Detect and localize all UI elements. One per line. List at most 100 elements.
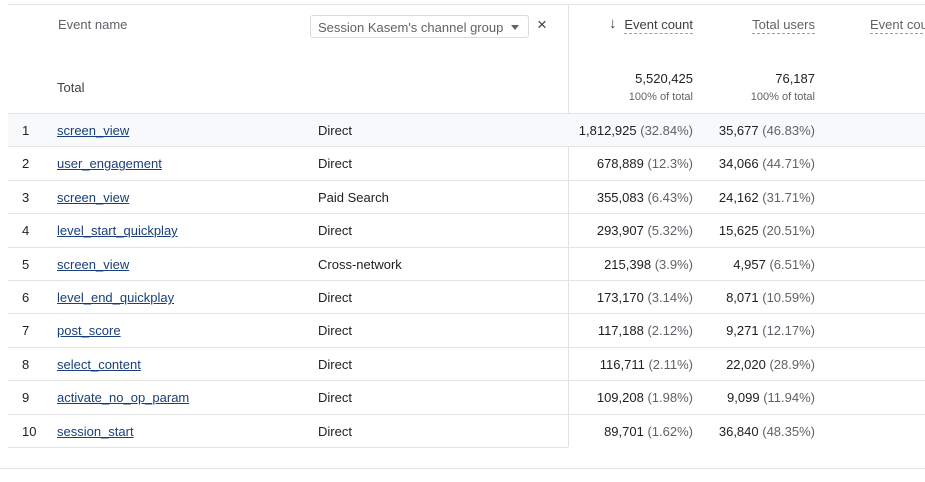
event-count-share: (2.12%) (647, 323, 693, 339)
column-header[interactable]: Total users (752, 17, 815, 34)
total-users-share: (44.71%) (762, 156, 815, 172)
row-index: 4 (22, 223, 30, 239)
event-count-share: (1.62%) (647, 423, 693, 439)
event-name-link[interactable]: screen_view (57, 189, 130, 205)
column-divider (568, 4, 569, 447)
event-count-cell: 215,398 (3.9%) (604, 257, 693, 272)
total-users-share: (12.17%) (762, 323, 815, 339)
table-row: 9 activate_no_op_param Direct 109,208 (1.98… (8, 380, 925, 414)
total-users-share: (6.51%) (769, 256, 815, 272)
event-count-share: (12.3%) (647, 156, 693, 172)
event-count: 215,398 (604, 256, 652, 272)
event-name-link[interactable]: screen_view (57, 256, 130, 272)
event-name-link[interactable]: screen_view (57, 123, 130, 138)
row-index: 2 (22, 156, 30, 172)
event-name-link[interactable]: user_engagement (57, 156, 162, 172)
row-bottom-border (8, 447, 568, 448)
column-header[interactable]: Event cou (870, 17, 925, 34)
total-users: 76,187 (775, 71, 815, 86)
event-count-cell: 116,711 (2.11%) (600, 357, 693, 372)
dropdown-label: Session Kasem's channel group (318, 20, 504, 35)
event-count-cell: 173,170 (3.14%) (597, 290, 693, 305)
total-users-cell: 4,957 (6.51%) (733, 257, 815, 272)
total-users-share: (46.83%) (762, 123, 815, 138)
row-index: 9 (22, 390, 30, 406)
event-count-cell: 117,188 (2.12%) (598, 323, 693, 338)
table-row: 6 level_end_quickplay Direct 173,170 (3.14%… (8, 280, 925, 314)
event-name-header[interactable]: Event name (58, 17, 128, 32)
event-count-share: (3.9%) (654, 256, 693, 272)
total-users-cell: 9,099 (11.94%) (727, 390, 815, 405)
table-row: 7 post_score Direct 117,188 (2.12%) 9,271 (1… (8, 313, 925, 347)
table-row: 5 screen_view Cross-network 215,398 (3.9%) 4… (8, 246, 925, 281)
total-users: 4,957 (733, 256, 766, 272)
event-name-link[interactable]: level_start_quickplay (57, 223, 178, 239)
table-row: 4 level_start_quickplay Direct 293,907 (5.3… (8, 213, 925, 247)
event-count-cell: 355,083 (6.43%) (597, 190, 693, 205)
channel-group: Direct (318, 323, 352, 339)
top-border (8, 4, 925, 5)
event-name-link[interactable]: level_end_quickplay (57, 290, 175, 305)
channel-group: Direct (318, 156, 352, 172)
event-name-link[interactable]: session_start (57, 423, 134, 439)
channel-group: Direct (318, 123, 352, 138)
event-count: 89,701 (604, 423, 644, 439)
total-event-count-share: 100% of total (628, 91, 693, 103)
row-index: 8 (22, 356, 30, 372)
total-users-share: (20.51%) (762, 223, 815, 239)
row-index: 7 (22, 323, 30, 339)
bottom-border (0, 468, 925, 469)
total-label: Total (57, 80, 85, 95)
row-index: 3 (22, 189, 30, 205)
total-users-cell: 15,625 (20.51%) (719, 223, 815, 238)
dropdown-caret (511, 25, 519, 30)
total-users: 24,162 (718, 189, 759, 205)
event-name-link[interactable]: post_score (57, 323, 121, 339)
channel-group: Direct (318, 223, 352, 239)
event-count: 117,188 (597, 323, 644, 339)
total-users: 9,099 (727, 390, 760, 406)
event-count-share: (2.11%) (648, 356, 693, 372)
event-count-share: (5.32%) (647, 223, 693, 239)
total-users: 8,071 (726, 290, 759, 305)
total-users-cell: 9,271 (12.17%) (726, 323, 815, 338)
channel-group: Direct (318, 390, 352, 406)
total-users-share: (10.59%) (762, 290, 815, 305)
table-row: 10 session_start Direct 89,701 (1.62%) 36,84… (8, 413, 925, 448)
event-count: 678,889 (596, 156, 644, 172)
total-users-share: (48.35%) (762, 423, 815, 439)
dimension-dropdown[interactable]: Session Kasem's channel group (310, 15, 529, 38)
total-users-cell: 22,020 (28.9%) (726, 357, 815, 372)
row-index: 1 (22, 123, 30, 138)
total-users: 35,677 (718, 123, 759, 138)
total-users: 15,625 (718, 223, 759, 239)
channel-group: Direct (318, 356, 352, 372)
remove-dimension[interactable]: × (537, 15, 547, 34)
table-row: 2 user_engagement Direct 678,889 (12.3%) 34,… (8, 146, 925, 180)
row-index: 6 (22, 290, 30, 305)
event-count-share: (3.14%) (647, 290, 693, 305)
column-header[interactable]: Event count (624, 17, 693, 34)
row-index: 10 (22, 423, 37, 439)
table-row: 8 select_content Direct 116,711 (2.11%) 22,0… (8, 346, 925, 381)
event-count-share: (32.84%) (640, 123, 693, 138)
total-users-cell: 35,677 (46.83%) (719, 123, 815, 138)
event-count-cell: 678,889 (12.3%) (597, 156, 693, 171)
total-users: 34,066 (718, 156, 759, 172)
event-name-link[interactable]: select_content (57, 356, 141, 372)
channel-group: Direct (318, 290, 352, 305)
channel-group: Paid Search (318, 189, 389, 205)
event-count: 109,208 (596, 390, 644, 406)
event-count-cell: 1,812,925 (32.84%) (579, 123, 693, 138)
total-users-share: 100% of total (750, 91, 815, 103)
channel-group: Direct (318, 423, 352, 439)
total-users: 22,020 (726, 356, 766, 372)
total-users: 9,271 (726, 323, 759, 339)
event-name-link[interactable]: activate_no_op_param (57, 390, 190, 406)
event-count: 293,907 (596, 223, 644, 239)
total-users-share: (11.94%) (763, 390, 815, 406)
table-row: 1 screen_view Direct 1,812,925 (32.84%) 35,6… (8, 113, 925, 148)
total-users-cell: 34,066 (44.71%) (719, 156, 815, 171)
event-count-share: (1.98%) (647, 390, 693, 406)
